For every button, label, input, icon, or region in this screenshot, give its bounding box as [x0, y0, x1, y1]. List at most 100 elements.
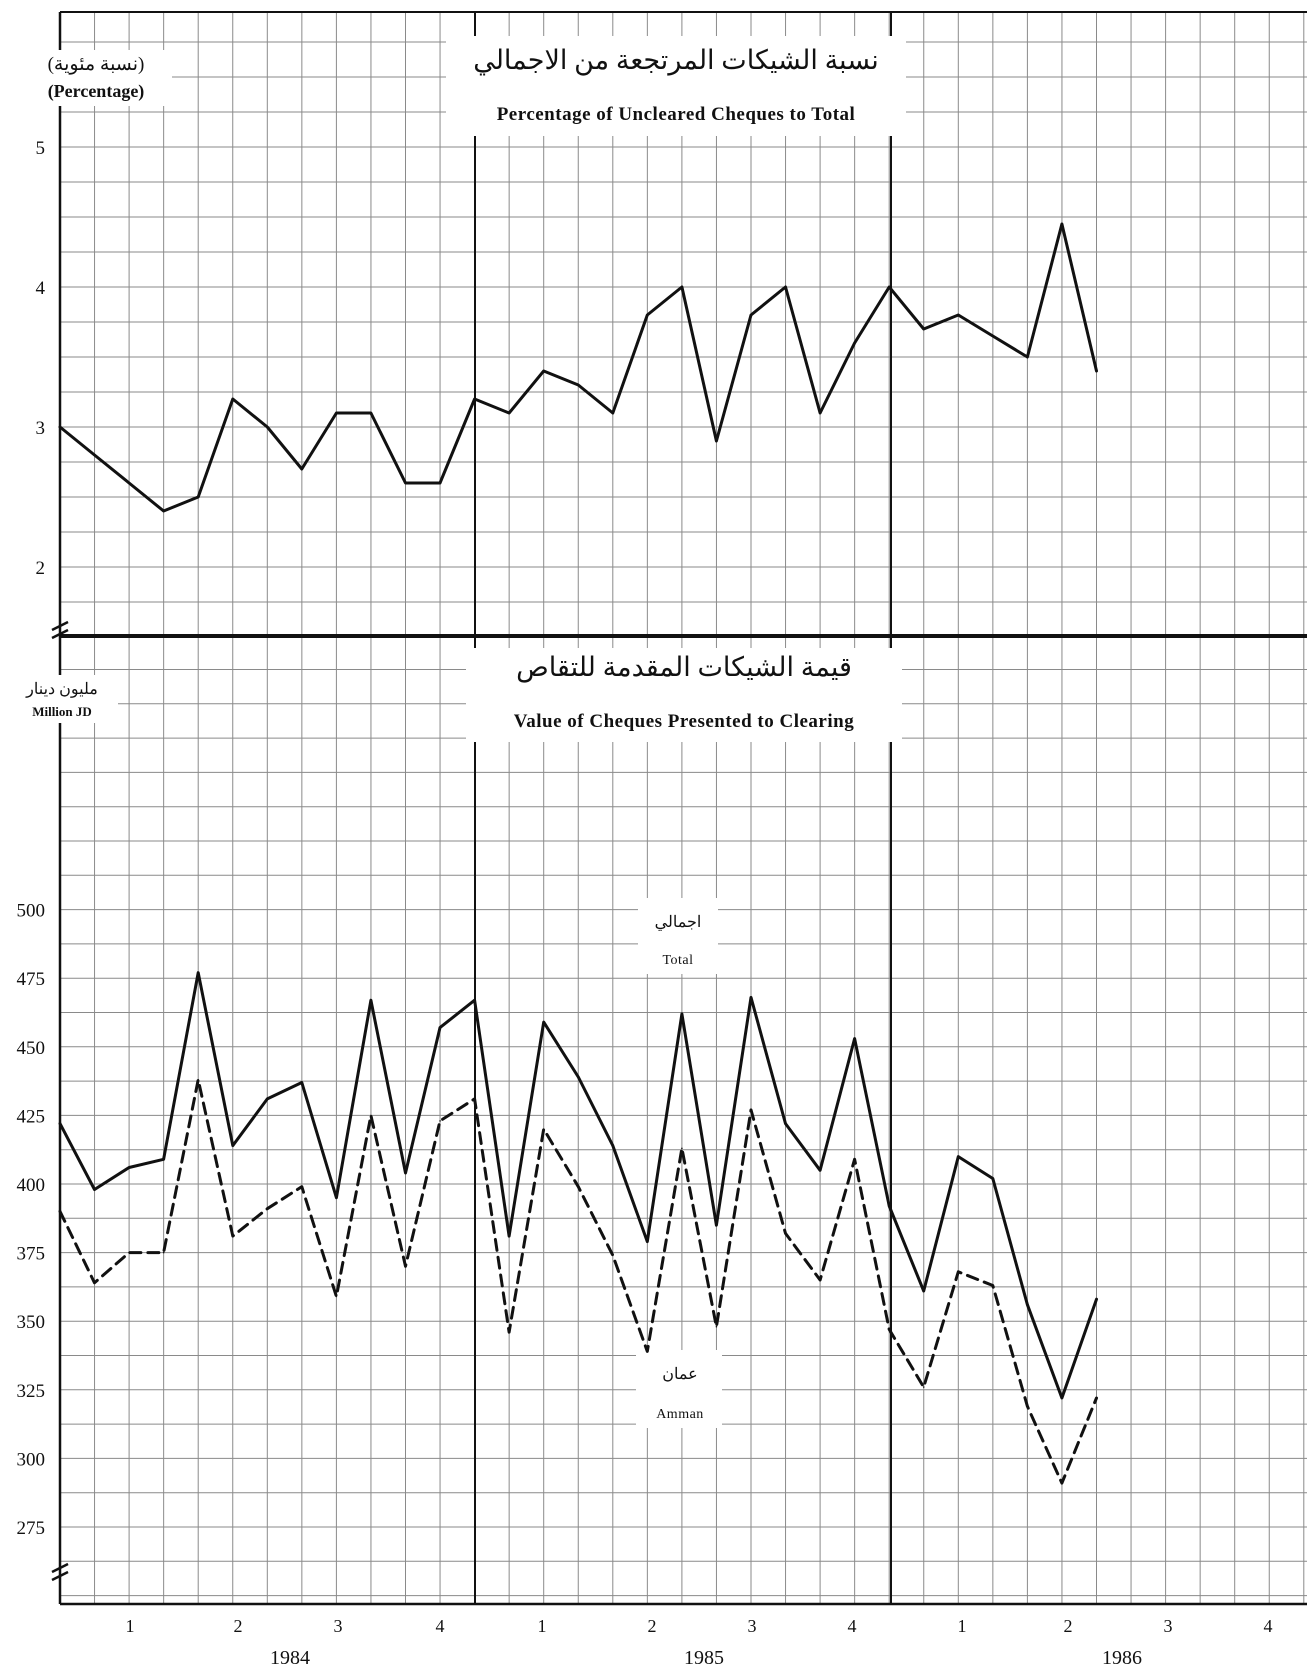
- data-point: [301, 468, 303, 470]
- top-chart-title-ar: نسبة الشيكات المرتجعة من الاجمالي: [473, 45, 879, 76]
- data-point: [404, 1172, 407, 1174]
- data-point: [335, 1295, 338, 1298]
- data-point: [404, 1265, 407, 1268]
- data-point: [335, 1196, 338, 1199]
- data-point: [542, 1021, 545, 1023]
- data-point: [888, 286, 890, 288]
- data-point: [646, 314, 649, 316]
- x-quarter-label: 3: [334, 1616, 343, 1636]
- data-point: [715, 1325, 718, 1328]
- y-tick-label: 375: [17, 1244, 46, 1265]
- x-quarter-label: 1: [126, 1616, 135, 1636]
- x-quarter-label: 2: [648, 1616, 657, 1636]
- data-point: [922, 1290, 925, 1292]
- top-chart-title: Percentage of Uncleared Cheques to Total: [497, 104, 856, 125]
- data-point: [404, 482, 407, 484]
- data-point: [681, 1147, 683, 1150]
- data-point: [612, 1144, 614, 1147]
- x-axis: 1 2 3 4 1 2 3 4 1 2 3 4 1984 1985 1986: [126, 1616, 1273, 1669]
- data-point: [577, 1076, 580, 1078]
- data-point: [231, 398, 234, 400]
- y-tick-label: 300: [17, 1449, 46, 1470]
- data-point: [162, 1158, 165, 1161]
- y-axis-ticks: 2 3 4 5 275 300 325 350 375 400 425 450 475 500: [17, 138, 46, 1539]
- data-point: [1026, 1303, 1029, 1306]
- data-point: [335, 412, 338, 414]
- data-point: [231, 1144, 234, 1147]
- bottom-axis-break: [51, 1562, 69, 1574]
- data-point: [508, 1331, 510, 1333]
- data-point: [957, 1271, 960, 1273]
- data-point: [819, 412, 821, 414]
- data-point: [992, 1284, 994, 1287]
- y-tick-label: 4: [36, 278, 46, 299]
- data-point: [473, 398, 476, 400]
- data-point: [681, 286, 683, 288]
- data-point: [646, 1350, 649, 1353]
- data-point: [370, 1114, 372, 1117]
- data-point: [888, 1328, 890, 1331]
- y-tick-label: 475: [17, 969, 46, 990]
- top-unit-box: [22, 50, 172, 106]
- data-point: [370, 999, 372, 1001]
- y-tick-label: 2: [36, 558, 46, 579]
- data-point: [681, 1013, 683, 1015]
- amman-label-box: [636, 1350, 722, 1428]
- x-quarter-label: 3: [1164, 1616, 1173, 1636]
- data-point: [162, 510, 165, 512]
- top-title-box: [446, 36, 906, 136]
- series-label-amman: Amman: [656, 1407, 704, 1422]
- y-tick-label: 425: [17, 1106, 46, 1127]
- data-point: [1095, 370, 1098, 372]
- data-point: [1026, 356, 1029, 358]
- data-point: [612, 1254, 614, 1257]
- data-point: [784, 1232, 787, 1235]
- data-point: [853, 342, 856, 344]
- data-point: [439, 1120, 441, 1122]
- data-point: [162, 1251, 165, 1254]
- x-year-label: 1984: [270, 1647, 310, 1669]
- y-tick-label: 500: [17, 901, 46, 922]
- data-point: [542, 1128, 545, 1130]
- data-point: [992, 1177, 994, 1180]
- data-point: [1095, 1298, 1098, 1301]
- y-tick-label: 350: [17, 1312, 46, 1333]
- data-point: [128, 1166, 130, 1169]
- bottom-unit-label-ar: مليون دينار: [25, 681, 98, 698]
- y-tick-label: 450: [17, 1038, 46, 1059]
- data-point: [922, 328, 925, 330]
- series-label-amman-ar: عمان: [662, 1366, 697, 1383]
- data-point: [197, 496, 199, 498]
- data-point: [231, 1235, 234, 1237]
- data-point: [1061, 1482, 1063, 1484]
- bottom-chart-title-ar: قيمة الشيكات المقدمة للتقاص: [516, 652, 852, 683]
- top-unit-label: (Percentage): [48, 81, 145, 102]
- bottom-unit-box: [18, 675, 118, 723]
- data-point: [508, 1235, 510, 1237]
- data-point: [888, 1205, 890, 1207]
- y-tick-label: 325: [17, 1381, 46, 1402]
- data-point: [715, 440, 718, 442]
- data-point: [542, 370, 545, 372]
- data-point: [301, 1185, 303, 1188]
- data-point: [1061, 1397, 1063, 1399]
- data-point: [197, 1078, 199, 1081]
- data-point: [1061, 223, 1063, 225]
- data-point: [93, 1281, 96, 1284]
- y-tick-label: 5: [36, 138, 46, 159]
- data-point: [473, 1098, 476, 1100]
- data-point: [784, 1122, 787, 1125]
- y-tick-label: 400: [17, 1175, 46, 1196]
- data-point: [957, 314, 960, 316]
- data-point: [1026, 1405, 1029, 1408]
- total-label-box: [638, 898, 718, 974]
- data-point: [439, 482, 441, 484]
- data-point: [750, 996, 752, 999]
- x-quarter-label: 2: [234, 1616, 243, 1636]
- chart-series: [58, 222, 1098, 1485]
- data-point: [922, 1386, 925, 1388]
- data-point: [473, 999, 476, 1001]
- chart-frame: [51, 11, 1307, 1606]
- data-point: [957, 1155, 960, 1158]
